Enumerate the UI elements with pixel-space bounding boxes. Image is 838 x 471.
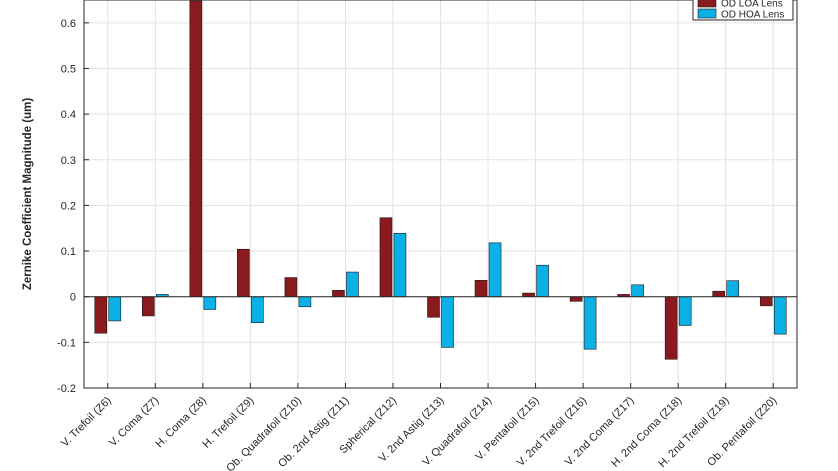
axes: [83, 0, 798, 389]
bar-hoa: [536, 264, 549, 298]
bar-hoa: [631, 284, 644, 298]
plot-frame: [83, 0, 798, 389]
bars: [94, 0, 787, 360]
legend-label: OD LOA Lens: [721, 0, 783, 10]
bar-loa: [94, 296, 108, 334]
y-tick-labels: -0.2 -0.1 0 0.1 0.2 0.3 0.4 0.5 0.6: [57, 18, 76, 395]
bar-hoa: [393, 232, 407, 298]
bar-loa: [522, 292, 535, 298]
bar-loa: [237, 248, 250, 298]
y-tick-label: 0.1: [61, 246, 76, 258]
y-tick-label: -0.2: [57, 383, 76, 395]
bar-hoa: [441, 296, 454, 348]
bar-hoa: [298, 296, 312, 308]
bar-loa: [427, 296, 440, 318]
legend-box: [692, 0, 794, 21]
legend-label: OD HOA Lens: [721, 10, 784, 21]
bar-loa: [284, 277, 298, 298]
legend-swatch: [697, 8, 717, 19]
y-tick-label: -0.1: [57, 337, 76, 349]
grid-lines: [84, 0, 797, 389]
bar-loa: [142, 296, 155, 317]
bar-loa: [379, 217, 393, 298]
bar-loa: [664, 296, 678, 360]
bar-loa: [569, 296, 583, 302]
bar-loa: [712, 290, 726, 298]
x-tick-labels: V. Trefoil (Z6)V. Coma (Z7)H. Coma (Z8)H…: [59, 395, 779, 471]
legend-swatch: [697, 0, 717, 8]
bar-hoa: [346, 271, 359, 298]
bar-hoa: [583, 296, 597, 350]
bar-hoa: [678, 296, 692, 326]
y-tick-label: 0: [70, 292, 76, 304]
y-tick-label: 0.5: [61, 63, 76, 75]
y-axis-label: Zernike Coefficient Magnitude (um): [22, 98, 34, 290]
bar-loa: [474, 279, 488, 298]
bar-hoa: [488, 242, 502, 298]
bar-hoa: [251, 296, 264, 324]
bar-loa: [189, 0, 203, 298]
bar-hoa: [203, 296, 217, 310]
bar-hoa: [108, 296, 122, 322]
y-tick-label: 0.3: [61, 155, 76, 167]
bar-loa: [332, 290, 345, 298]
bar-hoa: [726, 280, 740, 298]
bar-hoa: [773, 296, 787, 335]
y-tick-label: 0.6: [61, 18, 76, 30]
y-tick-label: 0.4: [61, 109, 76, 121]
y-tick-label: 0.2: [61, 200, 76, 212]
bar-loa: [759, 296, 773, 307]
x-tick-label: V. Trefoil (Z6): [59, 395, 114, 450]
